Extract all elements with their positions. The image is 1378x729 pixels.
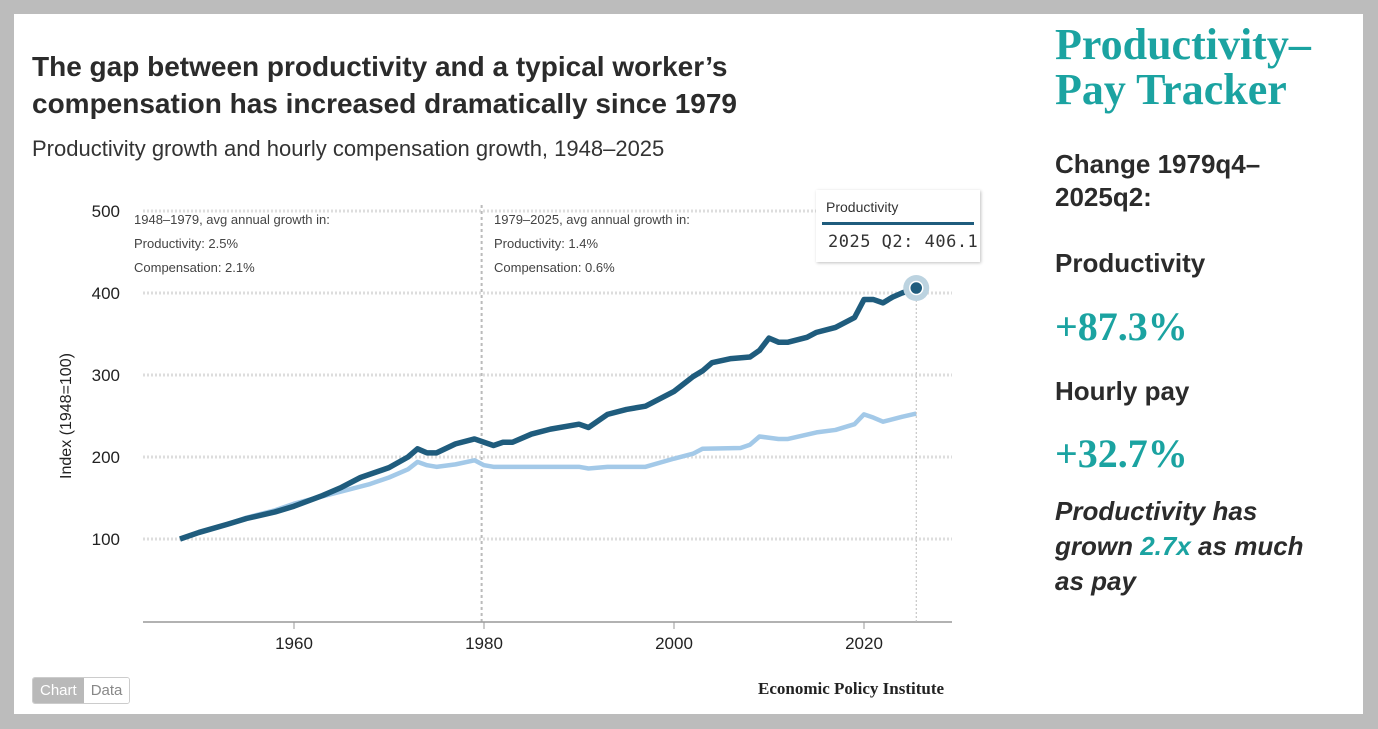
view-toggle: Chart Data	[32, 677, 131, 704]
note-line-2: grown 2.7x as much	[1055, 529, 1304, 564]
annotation-right-heading: 1979–2025, avg annual growth in:	[494, 212, 690, 227]
title-line-2: compensation has increased dramatically …	[32, 88, 738, 119]
tracker-title: Productivity– Pay Tracker	[1055, 22, 1311, 112]
highlight-point[interactable]	[909, 280, 924, 296]
tooltip-series: Productivity	[826, 199, 899, 215]
tooltip-color-bar	[822, 222, 974, 225]
chart-subtitle: Productivity growth and hourly compensat…	[32, 136, 665, 161]
hourly-pay-change: +32.7%	[1055, 431, 1188, 476]
panel	[14, 14, 1363, 714]
summary-note: Productivity has grown 2.7x as much as p…	[1055, 494, 1304, 599]
note-text: as much	[1190, 531, 1304, 561]
tracker-title-line-2: Pay Tracker	[1055, 65, 1287, 114]
chart-title: The gap between productivity and a typic…	[32, 48, 737, 122]
line-chart: 100 200 300 400 500 1960 1980 2000 2020 Index (1…	[58, 202, 952, 653]
x-tick-label: 1960	[275, 634, 313, 653]
note-line-3: as pay	[1055, 566, 1136, 596]
title-line-1: The gap between productivity and a typic…	[32, 51, 728, 82]
change-period: Change 1979q4– 2025q2:	[1055, 148, 1260, 214]
source-logo: Economic Policy Institute	[758, 679, 945, 698]
grid	[143, 209, 952, 541]
y-tick-label: 500	[92, 202, 120, 221]
y-tick-label: 400	[92, 284, 120, 303]
note-line-1: Productivity has	[1055, 496, 1258, 526]
annotation-left-compensation: Compensation: 2.1%	[134, 260, 255, 275]
x-tick-label: 1980	[465, 634, 503, 653]
note-text: grown	[1055, 531, 1141, 561]
tooltip: Productivity 2025 Q2: 406.1	[816, 190, 980, 262]
y-tick-label: 100	[92, 530, 120, 549]
series-line-productivity[interactable]	[179, 285, 918, 542]
annotation-right-compensation: Compensation: 0.6%	[494, 260, 615, 275]
productivity-label: Productivity	[1055, 248, 1206, 278]
change-period-line-2: 2025q2:	[1055, 182, 1152, 212]
tracker-title-line-1: Productivity–	[1055, 20, 1311, 69]
axes: 100 200 300 400 500 1960 1980 2000 2020	[92, 202, 952, 653]
productivity-change: +87.3%	[1055, 304, 1188, 349]
y-tick-label: 300	[92, 366, 120, 385]
note-highlight: 2.7x	[1140, 531, 1191, 561]
x-tick-label: 2020	[845, 634, 883, 653]
y-tick-label: 200	[92, 448, 120, 467]
hourly-pay-label: Hourly pay	[1055, 376, 1190, 406]
highlight	[903, 274, 930, 622]
x-tick-label: 2000	[655, 634, 693, 653]
change-period-line-1: Change 1979q4–	[1055, 149, 1261, 179]
annotation-right-productivity: Productivity: 1.4%	[494, 236, 598, 251]
annotation-left-heading: 1948–1979, avg annual growth in:	[134, 212, 330, 227]
series-lines	[179, 285, 918, 542]
annotation-left-productivity: Productivity: 2.5%	[134, 236, 238, 251]
data-view-button[interactable]: Data	[83, 678, 130, 703]
tooltip-value: 2025 Q2: 406.1	[828, 232, 979, 252]
y-axis-label: Index (1948=100)	[58, 353, 75, 479]
chart-view-button[interactable]: Chart	[33, 678, 84, 703]
